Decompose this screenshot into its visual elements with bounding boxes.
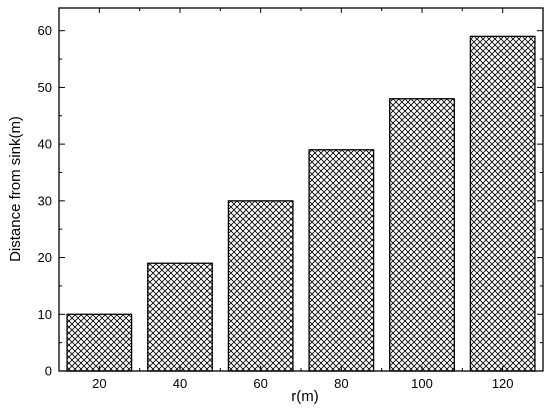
x-tick-label-100: 100: [411, 376, 433, 391]
bar-80: [308, 149, 375, 372]
y-tick-label-40: 40: [38, 137, 52, 152]
bar-60: [227, 200, 294, 372]
y-axis-title: Distance from sink(m): [7, 116, 24, 262]
y-tick-label-20: 20: [38, 250, 52, 265]
x-tick-label-40: 40: [173, 376, 187, 391]
bar-40: [147, 262, 213, 372]
y-tick-label-30: 30: [38, 193, 52, 208]
bar-120: [469, 35, 536, 372]
x-tick-label-120: 120: [492, 376, 514, 391]
y-tick-label-50: 50: [38, 80, 52, 95]
y-tick-label-0: 0: [45, 364, 52, 379]
y-tick-label-10: 10: [38, 307, 52, 322]
bar-100: [389, 98, 455, 372]
x-tick-label-80: 80: [334, 376, 348, 391]
x-tick-label-60: 60: [253, 376, 267, 391]
plot-frame: [58, 7, 544, 372]
bars-layer: [66, 35, 536, 372]
y-tick-label-60: 60: [38, 23, 52, 38]
axes-layer: [58, 7, 544, 372]
labels-layer: 20 40 60 80 100 120 0 10 20 30 40 50 60: [38, 23, 514, 391]
x-tick-label-20: 20: [92, 376, 106, 391]
bar-20: [66, 313, 133, 372]
x-axis-title: r(m): [291, 388, 318, 405]
